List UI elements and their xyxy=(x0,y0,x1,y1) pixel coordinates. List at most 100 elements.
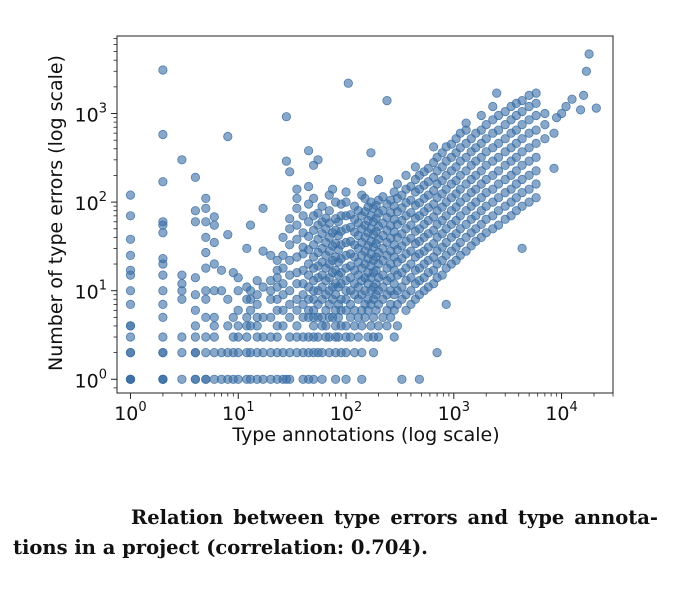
data-point xyxy=(455,184,465,194)
data-point xyxy=(366,148,376,158)
data-point xyxy=(190,273,200,283)
data-point xyxy=(258,203,268,213)
data-point xyxy=(406,259,416,269)
data-point xyxy=(177,279,187,289)
x-tick-label: 100 xyxy=(114,400,146,425)
data-point xyxy=(245,220,256,230)
data-point xyxy=(556,108,567,119)
data-point xyxy=(401,170,411,180)
data-point xyxy=(517,147,527,157)
data-point xyxy=(524,170,534,180)
data-point xyxy=(549,163,559,173)
data-point xyxy=(125,321,136,331)
data-point xyxy=(292,184,302,194)
data-point xyxy=(125,234,136,244)
data-point xyxy=(531,110,541,121)
data-point xyxy=(481,160,491,170)
data-point xyxy=(343,78,353,88)
data-point xyxy=(285,240,295,250)
data-point xyxy=(223,131,233,142)
data-point xyxy=(177,347,187,358)
data-point xyxy=(481,147,491,157)
data-point xyxy=(292,193,302,203)
data-point xyxy=(223,321,233,331)
data-point xyxy=(410,162,420,172)
data-point xyxy=(190,332,200,342)
data-point xyxy=(233,321,243,331)
data-point xyxy=(493,179,504,189)
data-point xyxy=(517,160,527,170)
data-point xyxy=(285,312,295,322)
data-point xyxy=(500,134,510,144)
data-point xyxy=(366,321,376,331)
data-point xyxy=(549,128,559,138)
data-point xyxy=(341,321,351,331)
data-point xyxy=(158,177,168,187)
data-point xyxy=(201,263,211,273)
data-point xyxy=(158,312,168,322)
data-point xyxy=(242,243,252,253)
data-point xyxy=(281,112,291,122)
data-point xyxy=(209,312,219,322)
data-point xyxy=(233,332,243,342)
data-point xyxy=(158,332,168,342)
data-point xyxy=(223,294,233,304)
data-point xyxy=(341,187,351,197)
data-point xyxy=(278,250,288,260)
data-point xyxy=(378,282,388,292)
data-point xyxy=(511,152,521,162)
data-point xyxy=(373,174,384,185)
points-layer xyxy=(125,49,601,384)
data-point xyxy=(303,146,314,156)
data-point xyxy=(531,138,541,148)
data-point xyxy=(125,374,136,384)
data-point xyxy=(216,286,227,296)
data-point xyxy=(190,206,200,216)
data-point xyxy=(392,179,402,189)
data-point xyxy=(201,232,211,242)
data-point xyxy=(278,263,288,273)
data-point xyxy=(258,374,268,384)
data-point xyxy=(177,270,187,280)
data-point xyxy=(511,166,521,176)
data-point xyxy=(500,107,510,117)
data-point xyxy=(397,374,407,384)
data-point xyxy=(125,347,136,358)
data-point xyxy=(461,152,471,162)
data-point xyxy=(278,321,288,331)
data-point xyxy=(324,206,334,216)
data-point xyxy=(481,134,491,144)
data-point xyxy=(461,118,471,128)
data-point xyxy=(455,211,465,221)
data-point xyxy=(353,332,363,342)
data-point xyxy=(493,193,504,203)
data-point xyxy=(524,197,534,207)
data-point xyxy=(368,347,379,358)
data-point xyxy=(524,115,534,125)
data-point xyxy=(397,282,407,292)
data-point xyxy=(511,125,521,135)
data-point xyxy=(292,294,302,304)
data-point xyxy=(575,105,586,115)
x-axis-title: Type annotations (log scale) xyxy=(231,424,499,446)
data-point xyxy=(125,190,136,200)
data-point xyxy=(373,321,384,331)
data-point xyxy=(488,184,498,194)
data-point xyxy=(540,108,550,119)
data-point xyxy=(481,120,491,130)
data-point xyxy=(258,347,268,358)
data-point xyxy=(492,88,502,98)
data-point xyxy=(272,332,282,342)
data-point xyxy=(308,193,319,203)
data-point xyxy=(531,179,541,189)
data-point xyxy=(158,286,168,296)
data-point xyxy=(324,218,334,228)
data-point xyxy=(531,166,541,176)
data-point xyxy=(330,374,341,384)
data-point xyxy=(567,94,577,104)
data-point xyxy=(341,374,351,384)
data-point xyxy=(493,220,504,230)
data-point xyxy=(303,231,314,241)
data-point xyxy=(177,332,187,342)
data-point xyxy=(245,305,256,315)
